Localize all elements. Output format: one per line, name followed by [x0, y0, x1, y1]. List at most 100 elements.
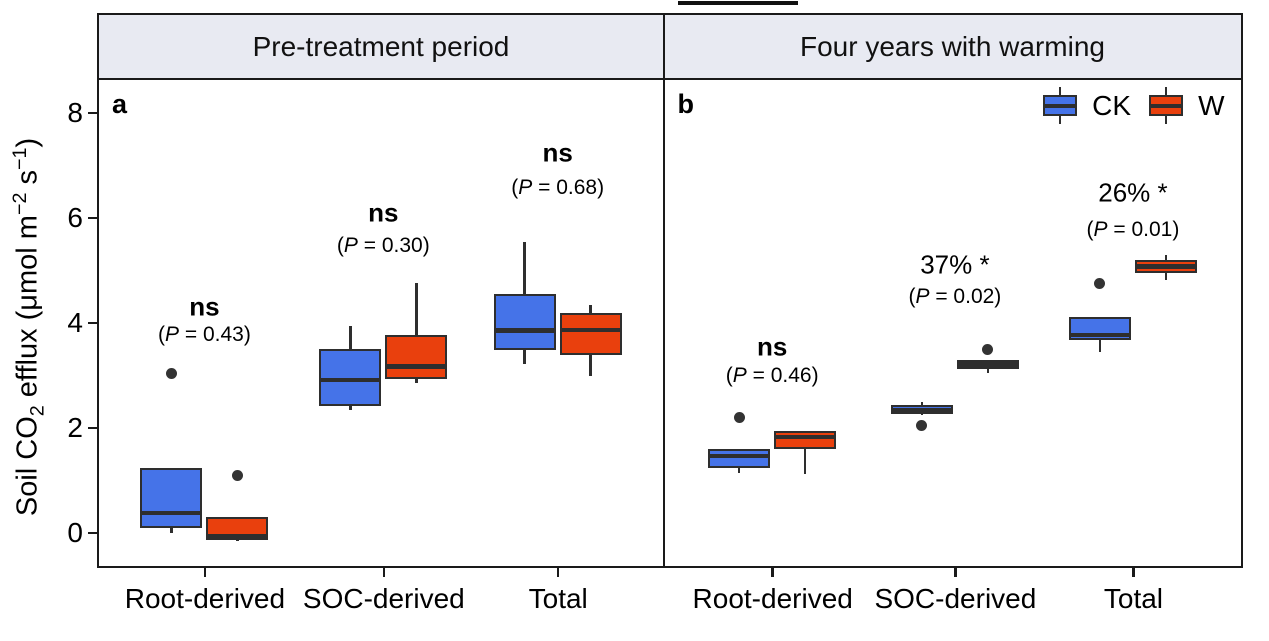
- upper-whisker: [920, 401, 924, 405]
- outlier-dot: [165, 367, 177, 379]
- y-axis-title-part: −1: [9, 147, 31, 170]
- upper-whisker: [523, 242, 526, 295]
- legend-lower-whisker: [1058, 115, 1062, 124]
- median-line: [385, 364, 448, 369]
- lower-whisker: [236, 539, 239, 541]
- annotation-p-value: (P = 0.01): [1086, 217, 1180, 241]
- legend-median: [1149, 104, 1184, 108]
- median-line: [1068, 332, 1131, 338]
- legend: CK W: [1041, 84, 1225, 128]
- x-tick-mark: [771, 568, 774, 577]
- lower-whisker: [1164, 273, 1168, 280]
- outlier-dot: [1094, 278, 1106, 290]
- box-w: [559, 312, 622, 355]
- annotation-significance: ns: [757, 331, 788, 362]
- y-tick-label: 8: [67, 97, 83, 128]
- legend-label: CK: [1092, 90, 1132, 121]
- lower-whisker: [523, 350, 526, 365]
- x-category-label: Total: [528, 583, 588, 614]
- upper-whisker: [1164, 254, 1168, 260]
- annotation-significance: ns: [542, 137, 573, 167]
- y-axis-title-part: s: [11, 170, 44, 193]
- panel-b-title: Four years with warming: [800, 30, 1105, 62]
- panel-a-tag: a: [112, 89, 128, 119]
- median-line: [956, 362, 1019, 367]
- annotation-significance: 26% *: [1098, 177, 1168, 208]
- x-tick-mark: [382, 568, 386, 577]
- legend-item: W: [1147, 84, 1225, 128]
- box-w: [774, 430, 837, 450]
- lower-whisker: [170, 527, 173, 534]
- upper-whisker: [349, 325, 352, 350]
- annotation-significance: ns: [368, 197, 399, 228]
- y-tick-label: 6: [67, 202, 83, 233]
- annotation-p-value: (P = 0.02): [908, 285, 1002, 309]
- x-tick-mark: [1132, 568, 1135, 577]
- x-category-label: Root-derived: [124, 583, 286, 614]
- x-tick-mark: [203, 568, 207, 577]
- outlier-dot: [231, 469, 243, 481]
- outlier-dot: [982, 343, 994, 355]
- annotation-p-value: (P = 0.30): [336, 233, 430, 257]
- panel-a-title: Pre-treatment period: [252, 30, 510, 62]
- lower-whisker: [737, 467, 741, 473]
- median-line: [559, 327, 622, 333]
- median-line: [774, 434, 837, 440]
- panel-a-plot: a ns (P = 0.43) ns (P = 0.30) ns (P = 0.68): [97, 80, 665, 568]
- panel-b-tag: b: [677, 89, 695, 119]
- annotation-p-value: (P = 0.46): [725, 363, 819, 387]
- x-category-label: SOC-derived: [874, 583, 1037, 614]
- median-line: [493, 328, 556, 333]
- y-tick-label: 0: [67, 517, 83, 548]
- x-category-label: Total: [1103, 583, 1164, 614]
- median-line: [140, 510, 203, 516]
- box-ck: [140, 467, 203, 528]
- lower-whisker: [803, 449, 807, 475]
- panel-b-strip: Four years with warming: [662, 13, 1243, 80]
- lower-whisker: [920, 414, 924, 415]
- x-tick-mark: [556, 568, 560, 577]
- x-category-label: Root-derived: [692, 583, 853, 614]
- legend-upper-whisker: [1058, 87, 1062, 96]
- y-tick-label: 2: [67, 412, 83, 443]
- box-ck: [319, 349, 382, 406]
- x-category-label: SOC-derived: [302, 583, 465, 614]
- lower-whisker: [1098, 340, 1102, 352]
- annotation-significance: 37% *: [920, 249, 990, 280]
- panel-a-strip: Pre-treatment period: [97, 13, 665, 80]
- box-ck: [493, 294, 556, 351]
- lower-whisker: [349, 405, 352, 410]
- outlier-dot: [733, 412, 745, 424]
- y-tick-mark: [88, 426, 97, 430]
- median-line: [206, 533, 269, 538]
- y-tick-mark: [88, 321, 97, 325]
- legend-item: CK: [1041, 84, 1131, 128]
- legend-boxplot-glyph: [1147, 84, 1185, 128]
- legend-upper-whisker: [1164, 87, 1168, 96]
- legend-boxplot-glyph: [1041, 84, 1079, 128]
- annotation-p-value: (P = 0.68): [511, 175, 605, 199]
- upper-whisker: [589, 304, 592, 313]
- median-line: [708, 453, 771, 459]
- median-line: [319, 377, 382, 383]
- lower-whisker: [415, 379, 418, 384]
- x-tick-mark: [954, 568, 957, 577]
- lower-whisker: [589, 354, 592, 376]
- legend-median: [1043, 104, 1078, 108]
- upper-whisker: [415, 282, 418, 335]
- box-w: [385, 334, 448, 380]
- y-tick-mark: [88, 111, 97, 115]
- legend-lower-whisker: [1164, 115, 1168, 124]
- y-tick-mark: [88, 531, 97, 535]
- legend-label: W: [1198, 90, 1225, 121]
- y-tick-mark: [88, 216, 97, 220]
- panel-b-plot: b CK W ns (P = 0.46) 37% * (P = 0.02) 26% * (P…: [662, 80, 1243, 568]
- outlier-dot: [916, 420, 928, 431]
- box-ck: [708, 449, 771, 468]
- y-axis-title-part: −2: [9, 192, 31, 216]
- lower-whisker: [986, 369, 990, 373]
- annotation-p-value: (P = 0.43): [157, 323, 251, 347]
- strip-top-border-artifact: [678, 1, 798, 5]
- median-line: [1134, 264, 1197, 269]
